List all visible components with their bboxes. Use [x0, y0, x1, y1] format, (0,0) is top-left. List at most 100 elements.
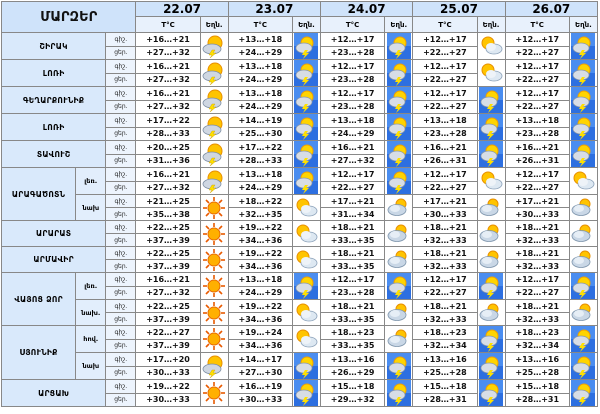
temperature-cell: +30…+33 — [504, 207, 570, 221]
temperature-cell: +30…+33 — [135, 365, 201, 380]
temperature-cell: +14…+19 — [227, 113, 293, 128]
temperature-cell: +25…+30 — [227, 126, 293, 141]
temperature-cell: +28…+33 — [135, 126, 201, 141]
cloud-storm-icon — [384, 379, 414, 407]
temperature-cell: +22…+27 — [504, 45, 570, 60]
temperature-cell: +32…+33 — [412, 312, 478, 326]
temperature-cell: +30…+33 — [135, 392, 201, 407]
region-name: ՎԱՅՈՑ ՁՈՐ — [0, 272, 77, 326]
temperature-cell: +24…+29 — [227, 72, 293, 87]
temperature-cell: +37…+39 — [135, 312, 201, 326]
time-of-day-label: գիշ. — [105, 32, 137, 47]
temperature-cell: +16…+21 — [135, 167, 201, 182]
temperature-cell: +22…+27 — [504, 180, 570, 195]
time-of-day-label: գիշ. — [105, 246, 137, 260]
temperature-cell: +19…+24 — [227, 325, 293, 340]
table-row: նախ գիշ. +21…+25 +18…+22 +17…+21 +17…+21 +17…+… — [2, 194, 599, 221]
regions-header: ՄԱՐԶԵՐ — [0, 1, 137, 33]
cloud-sun-icon — [384, 299, 414, 326]
cloud-sun-icon — [476, 220, 506, 247]
temperature-cell: +34…+36 — [227, 338, 293, 353]
cloud-storm-icon — [384, 272, 414, 300]
region-name: ԱՐԱՐԱՏ — [0, 220, 107, 247]
sun-cloud-storm-icon — [199, 86, 229, 114]
temperature-cell: +17…+21 — [320, 194, 386, 208]
table-row: նախ. գիշ. +22…+25 +19…+22 +18…+21 +18…+21 +18…… — [2, 299, 599, 326]
temperature-cell: +22…+27 — [320, 180, 386, 195]
cloud-sun-icon — [476, 246, 506, 273]
sun-cloud-icon — [476, 59, 506, 87]
sun-cloud-icon — [291, 220, 322, 247]
temperature-cell: +16…+21 — [504, 140, 570, 155]
temperature-cell: +23…+28 — [320, 72, 386, 87]
temperature-cell: +13…+18 — [227, 167, 293, 182]
date-header: 23.07 — [227, 1, 322, 17]
cloud-sun-icon — [476, 194, 506, 221]
time-of-day-label: ցեր. — [105, 180, 137, 195]
table-row: ցեր. +37…+39 +34…+36 +33…+35 +32…+34 +32…+34 — [2, 338, 598, 353]
cloud-storm-icon — [568, 86, 599, 114]
cloud-storm-icon — [568, 32, 599, 60]
cloud-storm-icon — [291, 352, 322, 380]
table-row: ԼՈՌԻ գիշ. +16…+21 +13…+18 +12…+17 +12…+17 +12…… — [0, 59, 599, 87]
temperature-cell: +33…+35 — [320, 338, 386, 353]
time-of-day-label: գիշ. — [105, 113, 137, 128]
temperature-cell: +18…+23 — [412, 325, 478, 340]
time-of-day-label: գիշ. — [105, 379, 137, 394]
sun-icon — [199, 220, 229, 247]
region-name: ԼՈՌԻ — [0, 113, 107, 141]
cloud-storm-icon — [384, 113, 414, 141]
subregion-label: լեռ. — [75, 272, 107, 300]
temperature-cell: +15…+18 — [320, 379, 386, 394]
temperature-cell: +24…+29 — [227, 285, 293, 300]
weather-col-header: Եղն. — [476, 16, 506, 33]
temperature-cell: +17…+21 — [412, 194, 478, 208]
date-header: 25.07 — [412, 1, 506, 17]
cloud-storm-icon — [384, 59, 414, 87]
temperature-cell: +26…+31 — [412, 153, 478, 168]
table-row: ԼՈՌԻ գիշ. +17…+22 +14…+19 +13…+18 +13…+18 +13…… — [0, 113, 599, 141]
temperature-cell: +37…+39 — [135, 259, 201, 273]
temperature-cell: +23…+28 — [412, 126, 478, 141]
cloud-storm-icon — [568, 272, 599, 300]
temperature-cell: +37…+39 — [135, 338, 201, 353]
cloud-sun-icon — [568, 299, 599, 326]
temperature-cell: +24…+29 — [320, 126, 386, 141]
cloud-storm-icon — [384, 140, 414, 168]
time-of-day-label: ցեր. — [105, 259, 137, 273]
table-row: ցեր. +27…+32 +24…+29 +23…+28 +22…+27 +22…+27 — [2, 285, 598, 300]
cloud-sun-icon — [384, 194, 414, 221]
cloud-storm-icon — [476, 272, 506, 300]
temperature-cell: +22…+27 — [135, 325, 201, 340]
region-name: ԱՐՄԱՎԻՐ — [0, 246, 107, 273]
time-of-day-label: ցեր. — [105, 365, 137, 380]
table-row: ԱՐՑԱԽ գիշ. +19…+22 +16…+19 +15…+18 +15…+18 +15… — [0, 379, 599, 407]
temperature-cell: +15…+18 — [412, 379, 478, 394]
time-of-day-label: ցեր. — [105, 312, 137, 326]
temperature-cell: +12…+17 — [320, 32, 386, 47]
temperature-cell: +13…+18 — [412, 113, 478, 128]
temperature-cell: +18…+21 — [320, 220, 386, 234]
temperature-cell: +12…+17 — [412, 167, 478, 182]
sun-cloud-storm-icon — [199, 352, 229, 380]
temperature-cell: +12…+17 — [320, 272, 386, 287]
temperature-cell: +27…+32 — [320, 153, 386, 168]
temperature-cell: +27…+32 — [135, 72, 201, 87]
time-of-day-label: գիշ. — [105, 86, 137, 101]
temperature-cell: +19…+22 — [227, 220, 293, 234]
temperature-cell: +32…+33 — [504, 312, 570, 326]
temp-col-header: T°C — [504, 16, 570, 33]
cloud-storm-icon — [291, 59, 322, 87]
temperature-cell: +13…+16 — [320, 352, 386, 367]
temperature-cell: +12…+17 — [320, 59, 386, 74]
temperature-cell: +18…+21 — [412, 299, 478, 313]
time-of-day-label: ցեր. — [105, 126, 137, 141]
time-of-day-label: գիշ. — [105, 167, 137, 182]
temperature-cell: +18…+21 — [504, 299, 570, 313]
temperature-cell: +13…+18 — [227, 272, 293, 287]
temperature-cell: +20…+25 — [135, 140, 201, 155]
temperature-cell: +12…+17 — [504, 272, 570, 287]
cloud-storm-icon — [384, 86, 414, 114]
temperature-cell: +23…+28 — [320, 285, 386, 300]
temperature-cell: +16…+21 — [135, 272, 201, 287]
